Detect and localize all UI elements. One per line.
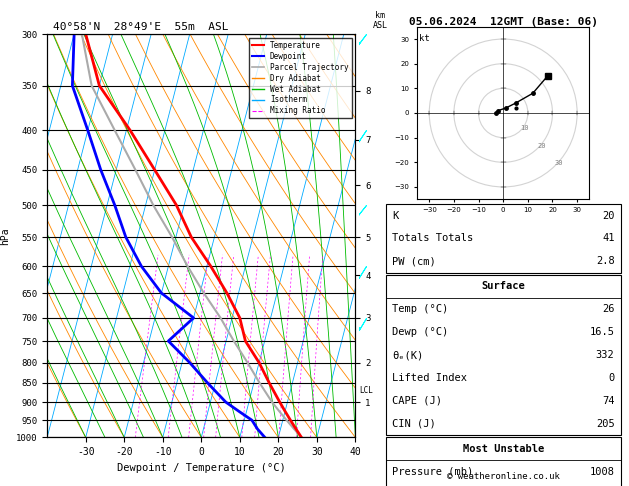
Text: 0: 0 [608,373,615,383]
Text: PW (cm): PW (cm) [392,256,436,266]
Text: Lifted Index: Lifted Index [392,373,467,383]
Text: 4: 4 [202,439,206,444]
Text: 26: 26 [602,304,615,314]
Text: 2.8: 2.8 [596,256,615,266]
Text: CIN (J): CIN (J) [392,418,436,429]
Text: 3: 3 [187,439,191,444]
Y-axis label: hPa: hPa [1,227,11,244]
Text: 05.06.2024  12GMT (Base: 06): 05.06.2024 12GMT (Base: 06) [409,17,598,27]
Text: 8: 8 [240,439,243,444]
X-axis label: Dewpoint / Temperature (°C): Dewpoint / Temperature (°C) [117,463,286,473]
Text: Dewp (°C): Dewp (°C) [392,327,448,337]
Text: 20: 20 [292,439,300,444]
Text: 20: 20 [602,210,615,221]
Text: LCL: LCL [359,386,374,395]
Text: 25: 25 [307,439,314,444]
Text: 205: 205 [596,418,615,429]
Text: 5: 5 [214,439,218,444]
Text: 1008: 1008 [589,467,615,477]
Text: Surface: Surface [481,281,525,292]
Text: 332: 332 [596,350,615,360]
Text: © weatheronline.co.uk: © weatheronline.co.uk [447,472,560,481]
Text: 2: 2 [166,439,170,444]
Text: km
ASL: km ASL [372,11,387,30]
Text: 16.5: 16.5 [589,327,615,337]
Text: K: K [392,210,398,221]
Text: 10: 10 [520,125,529,131]
Text: θₑ(K): θₑ(K) [392,350,423,360]
Text: Pressure (mb): Pressure (mb) [392,467,473,477]
Text: 20: 20 [538,142,546,149]
Text: kt: kt [420,34,430,43]
Text: Temp (°C): Temp (°C) [392,304,448,314]
Text: 41: 41 [602,233,615,243]
Text: 74: 74 [602,396,615,406]
Text: 30: 30 [555,160,564,166]
Text: 15: 15 [275,439,282,444]
Text: 40°58'N  28°49'E  55m  ASL: 40°58'N 28°49'E 55m ASL [53,22,229,32]
Text: 1: 1 [133,439,137,444]
Legend: Temperature, Dewpoint, Parcel Trajectory, Dry Adiabat, Wet Adiabat, Isotherm, Mi: Temperature, Dewpoint, Parcel Trajectory… [249,38,352,119]
Text: CAPE (J): CAPE (J) [392,396,442,406]
Text: Totals Totals: Totals Totals [392,233,473,243]
Text: Most Unstable: Most Unstable [462,444,544,454]
Text: 10: 10 [251,439,259,444]
